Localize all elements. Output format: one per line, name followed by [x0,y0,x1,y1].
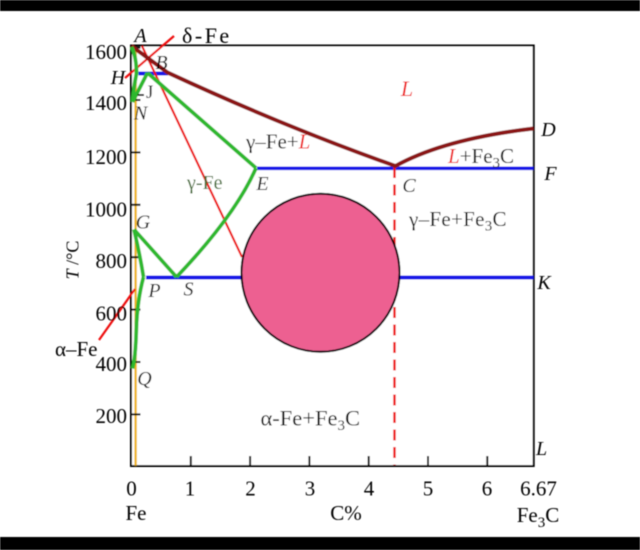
svg-text:C: C [402,175,416,197]
svg-text:G: G [136,212,151,234]
svg-text:800: 800 [96,249,128,273]
svg-text:H: H [110,67,127,89]
svg-text:1400: 1400 [85,91,127,115]
svg-text:D: D [540,119,556,141]
svg-text:1600: 1600 [85,40,127,64]
svg-text:γ-Fe: γ-Fe [186,172,223,194]
svg-text:C%: C% [330,501,362,525]
svg-text:P: P [147,280,160,302]
svg-text:δ-Fe: δ-Fe [182,23,232,48]
svg-text:L: L [400,76,413,101]
svg-text:5: 5 [423,477,434,501]
svg-text:E: E [255,173,268,195]
svg-text:Q: Q [137,368,152,390]
svg-text:0: 0 [126,477,137,501]
svg-text:B: B [155,52,167,74]
svg-text:2: 2 [245,477,256,501]
svg-text:1000: 1000 [85,198,127,222]
svg-text:4: 4 [364,477,375,501]
svg-text:γ–Fe+L: γ–Fe+L [245,130,310,154]
svg-text:6: 6 [482,477,493,501]
svg-text:S: S [184,279,194,301]
svg-text:1200: 1200 [85,145,127,169]
svg-text:600: 600 [96,302,128,326]
svg-text:A: A [132,25,147,47]
svg-text:α-Fe+Fe3C: α-Fe+Fe3C [261,406,361,435]
svg-text:T /°C: T /°C [63,241,83,280]
svg-text:400: 400 [96,352,128,376]
svg-text:K: K [536,272,552,294]
svg-text:L+Fe3C: L+Fe3C [447,144,514,172]
svg-text:L: L [535,438,547,460]
svg-text:F: F [543,163,557,185]
svg-text:200: 200 [96,404,128,428]
svg-text:J: J [146,82,153,103]
svg-text:Fe: Fe [126,501,147,525]
svg-text:6.67: 6.67 [520,477,557,501]
svg-text:3: 3 [305,477,316,501]
svg-text:Fe3C: Fe3C [517,503,560,531]
svg-text:1: 1 [185,477,196,501]
svg-text:N: N [133,103,149,125]
svg-text:γ–Fe+Fe3C: γ–Fe+Fe3C [408,207,507,235]
svg-text:α–Fe: α–Fe [55,337,98,361]
